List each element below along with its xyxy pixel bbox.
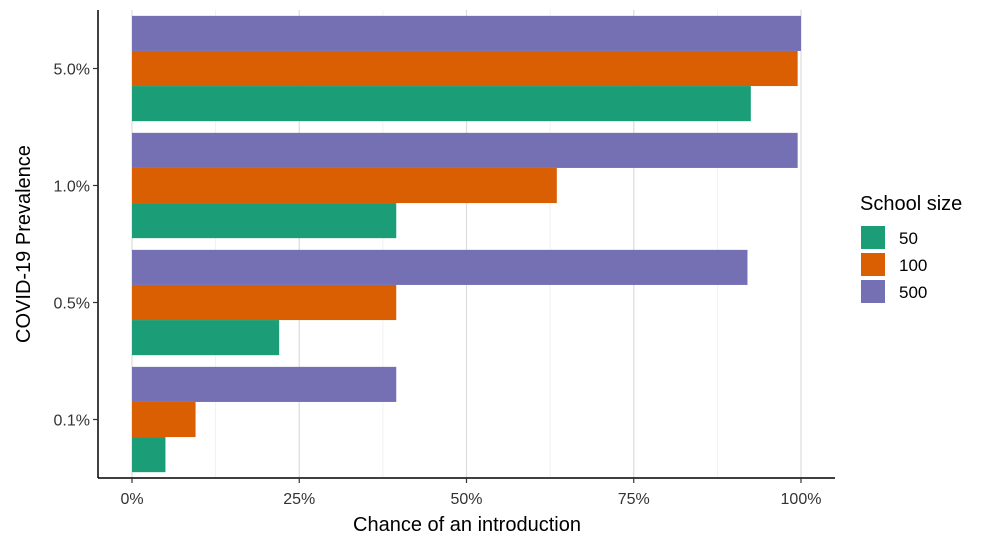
bar-1.0%-50 (132, 203, 397, 239)
bar-0.5%-50 (132, 320, 280, 356)
y-tick-label: 5.0% (54, 62, 90, 79)
bar-0.1%-50 (132, 437, 166, 473)
legend-label-500: 500 (899, 283, 927, 302)
x-tick-label: 100% (781, 491, 822, 508)
x-tick-label: 0% (120, 491, 143, 508)
bar-5.0%-100 (132, 50, 798, 87)
y-tick-label: 1.0% (54, 179, 90, 196)
bar-0.5%-500 (132, 249, 748, 285)
y-axis-title: COVID-19 Prevalence (13, 145, 35, 343)
bar-1.0%-500 (132, 132, 798, 168)
x-tick-label: 25% (283, 491, 315, 508)
legend-swatch-100 (861, 253, 885, 276)
legend-swatch-50 (861, 226, 885, 249)
legend-title: School size (860, 193, 962, 215)
legend: School size 50 100 500 (860, 193, 962, 303)
legend-items: 50 100 500 (861, 226, 927, 303)
legend-label-100: 100 (899, 256, 927, 275)
bar-1.0%-100 (132, 167, 557, 204)
bar-5.0%-50 (132, 86, 751, 122)
legend-label-50: 50 (899, 229, 918, 248)
bars (132, 15, 801, 473)
y-tick-label: 0.1% (54, 413, 90, 430)
x-tick-label: 50% (450, 491, 482, 508)
legend-swatch-500 (861, 280, 885, 303)
bar-5.0%-500 (132, 15, 801, 51)
bar-0.1%-100 (132, 401, 196, 438)
bar-0.5%-100 (132, 284, 397, 321)
x-axis-ticks: 0% 25% 50% 75% 100% (120, 478, 821, 508)
x-tick-label: 75% (618, 491, 650, 508)
y-tick-label: 0.5% (54, 296, 90, 313)
x-axis-title: Chance of an introduction (353, 514, 581, 536)
bar-0.1%-500 (132, 366, 397, 402)
y-axis-ticks: 0.1% 0.5% 1.0% 5.0% (54, 62, 98, 430)
